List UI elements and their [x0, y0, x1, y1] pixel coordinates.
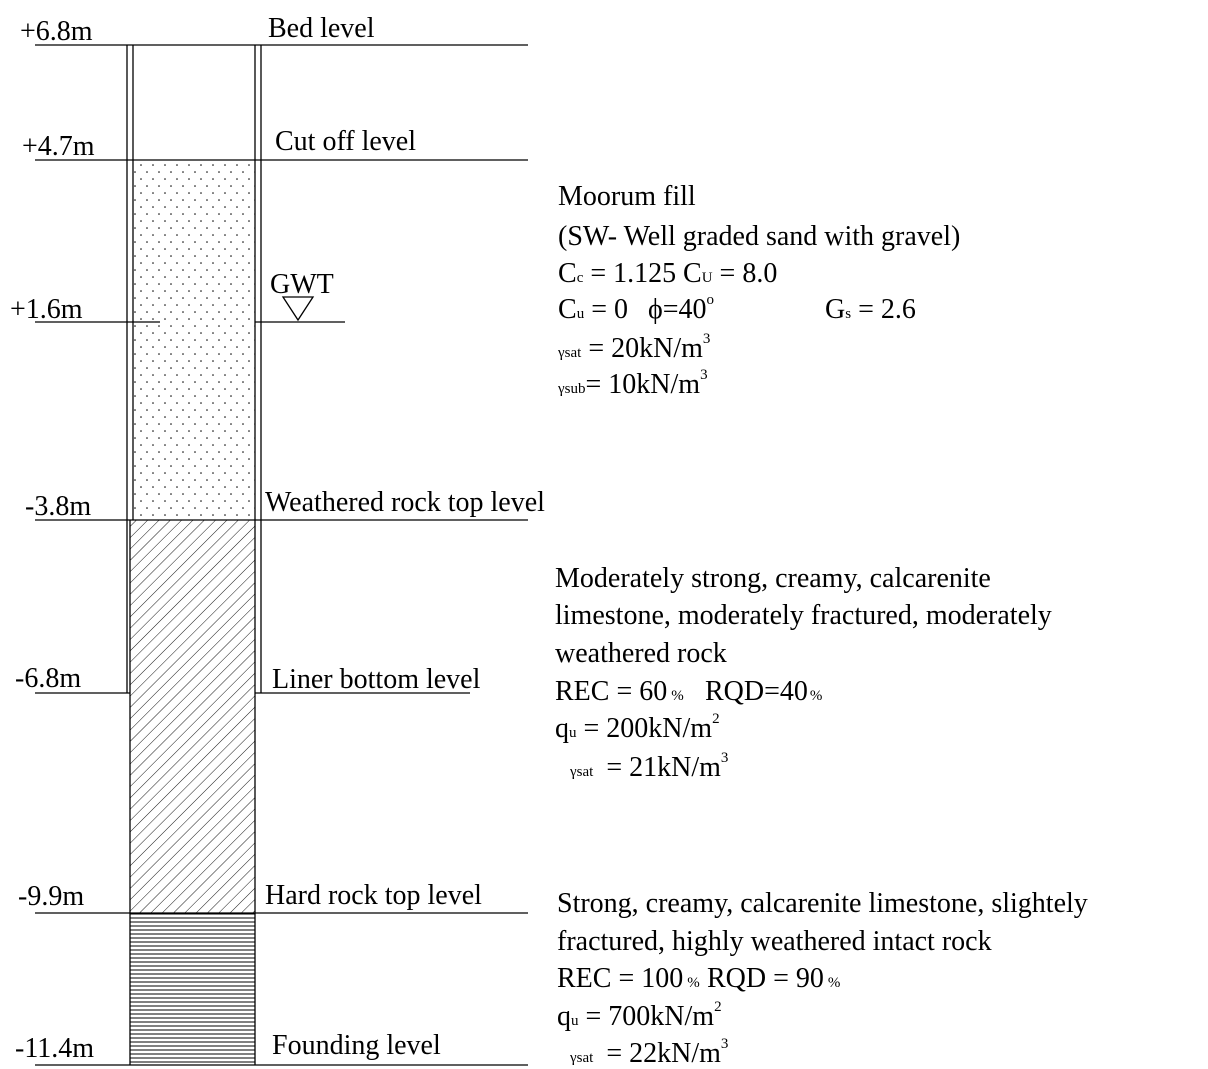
- value: = 20kN/m: [581, 333, 703, 364]
- level-name: Bed level: [268, 13, 375, 44]
- subscript: sat: [577, 1050, 594, 1066]
- symbol: γ: [569, 764, 577, 780]
- moorum-fill: [133, 160, 255, 520]
- unit: %: [828, 975, 841, 991]
- level-name: Cut off level: [275, 126, 416, 157]
- subscript: sat: [577, 764, 594, 780]
- elevation: +6.8m: [20, 16, 93, 47]
- elevation: +4.7m: [22, 131, 95, 162]
- subscript: c: [577, 270, 584, 286]
- symbol: γ: [557, 345, 565, 361]
- value: = 1.125: [583, 258, 676, 289]
- text-line: limestone, moderately fractured, moderat…: [555, 600, 1052, 631]
- text-line: Cc = 1.125 CU = 8.0: [558, 258, 777, 289]
- weathered-rock-description: Moderately strong, creamy, calcarenite l…: [555, 563, 1052, 783]
- value: = 2.6: [851, 294, 916, 325]
- subscript: u: [569, 725, 577, 741]
- symbol: ϕ: [648, 294, 663, 325]
- subscript: u: [571, 1013, 579, 1029]
- level-name: Liner bottom level: [272, 664, 481, 695]
- superscript: 2: [714, 999, 722, 1015]
- elevation: -9.9m: [18, 881, 84, 912]
- text-line: Moorum fill: [558, 181, 696, 212]
- unit: %: [671, 688, 684, 704]
- superscript: 2: [712, 711, 720, 727]
- superscript: 3: [721, 1036, 729, 1052]
- weathered-rock: [130, 520, 255, 913]
- symbol: γ: [569, 1050, 577, 1066]
- elevations: +6.8m +4.7m +1.6m -3.8m -6.8m -9.9m -11.…: [10, 16, 95, 1064]
- elevation: -6.8m: [15, 663, 81, 694]
- hard-rock: [130, 913, 255, 1065]
- value: = 21kN/m: [599, 752, 721, 783]
- value: = 10kN/m: [585, 369, 700, 400]
- text-line: REC = 60% RQD=40%: [555, 676, 822, 707]
- text-line: weathered rock: [555, 638, 727, 669]
- gwt-symbol: [281, 296, 315, 322]
- symbol: γ: [557, 381, 565, 397]
- value: RQD=40: [705, 676, 808, 707]
- text-line: (SW- Well graded sand with gravel): [558, 221, 960, 252]
- moorum-description: Moorum fill (SW- Well graded sand with g…: [557, 181, 960, 400]
- level-name: Founding level: [272, 1030, 441, 1061]
- subscript: sat: [565, 345, 582, 361]
- value: REC = 60: [555, 676, 667, 707]
- text-line: γsat = 22kN/m3: [569, 1036, 728, 1069]
- level-lines: [35, 44, 528, 1066]
- value: = 8.0: [713, 258, 778, 289]
- symbol: C: [683, 258, 702, 289]
- text-line: γsat = 20kN/m3: [557, 331, 710, 364]
- level-name: GWT: [270, 269, 334, 300]
- text-line: γsat = 21kN/m3: [569, 750, 728, 783]
- text-line: REC = 100% RQD = 90%: [557, 963, 840, 994]
- level-name: Hard rock top level: [265, 880, 482, 911]
- superscript: 3: [700, 367, 708, 383]
- subscript: s: [845, 306, 851, 322]
- text-line: Strong, creamy, calcarenite limestone, s…: [557, 888, 1088, 919]
- superscript: o: [707, 292, 715, 308]
- subscript: sub: [565, 381, 586, 397]
- symbol: C: [558, 258, 577, 289]
- symbol: G: [825, 294, 845, 325]
- level-name: Weathered rock top level: [265, 487, 545, 518]
- superscript: 3: [703, 331, 711, 347]
- text-line: fractured, highly weathered intact rock: [557, 926, 992, 957]
- symbol: q: [557, 1001, 571, 1032]
- text-line: γsub= 10kN/m3: [557, 367, 708, 400]
- superscript: 3: [721, 750, 729, 766]
- unit: %: [687, 975, 700, 991]
- text-line: Moderately strong, creamy, calcarenite: [555, 563, 991, 594]
- value: =40: [663, 294, 707, 325]
- value: = 200kN/m: [577, 713, 713, 744]
- elevation: -11.4m: [15, 1033, 94, 1064]
- hard-rock-description: Strong, creamy, calcarenite limestone, s…: [557, 888, 1088, 1069]
- symbol: C: [558, 294, 577, 325]
- unit: %: [810, 688, 823, 704]
- value: REC = 100: [557, 963, 683, 994]
- value: = 700kN/m: [579, 1001, 715, 1032]
- subscript: U: [702, 270, 713, 286]
- text-line: qu = 200kN/m2: [555, 711, 720, 744]
- subscript: u: [577, 306, 585, 322]
- value: RQD = 90: [707, 963, 824, 994]
- text-line: qu = 700kN/m2: [557, 999, 722, 1032]
- symbol: q: [555, 713, 569, 744]
- pile: [126, 45, 262, 1065]
- value: = 22kN/m: [599, 1038, 721, 1069]
- elevation: +1.6m: [10, 294, 83, 325]
- level-names: Bed level Cut off level GWT Weathered ro…: [265, 13, 545, 1061]
- text-line: Cu = 0 ϕ=40o Gs = 2.6: [558, 280, 916, 325]
- elevation: -3.8m: [25, 491, 91, 522]
- value: = 0: [584, 294, 628, 325]
